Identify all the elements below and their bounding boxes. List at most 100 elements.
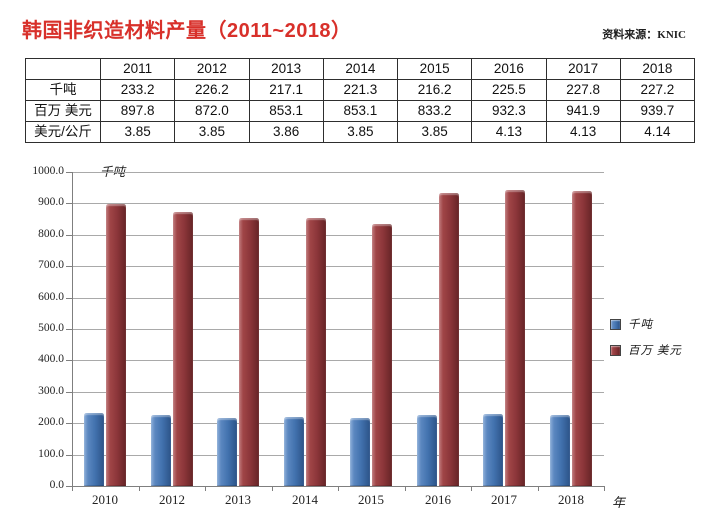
y-tick-label: 300.0 — [38, 385, 64, 397]
gridline — [73, 455, 604, 456]
table-row: 百万 美元 897.8 872.0 853.1 853.1 833.2 932.3 941.9… — [25, 100, 696, 122]
y-tick-label: 200.0 — [38, 416, 64, 428]
value-cell: 853.1 — [322, 100, 399, 122]
bar-百万 美元-2016 — [439, 193, 459, 486]
x-axis-unit-label: 年 — [612, 495, 626, 510]
y-tick — [66, 360, 72, 361]
value-cell: 4.13 — [471, 121, 547, 143]
y-tick-label: 700.0 — [38, 259, 64, 271]
year-header-cell: 2018 — [619, 58, 696, 80]
x-tick-label: 2016 — [425, 492, 451, 507]
value-cell: 3.85 — [174, 121, 250, 143]
y-tick-label: 500.0 — [38, 322, 64, 334]
bar-千吨-2017 — [483, 414, 503, 486]
bar-百万 美元-2015 — [372, 224, 392, 486]
y-tick — [66, 235, 72, 236]
value-cell: 217.1 — [248, 79, 324, 101]
gridline — [73, 203, 604, 204]
value-cell: 221.3 — [322, 79, 399, 101]
data-table: 2011 2012 2013 2014 2015 2016 2017 2018 千吨 233.2 2… — [25, 58, 696, 143]
bar-千吨-2012 — [151, 415, 171, 486]
value-cell: 833.2 — [396, 100, 473, 122]
x-tick — [338, 487, 339, 491]
x-tick — [272, 487, 273, 491]
year-header-cell: 2015 — [396, 58, 473, 80]
page-title: 韩国非织造材料产量（2011~2018） — [22, 20, 352, 42]
y-tick — [66, 329, 72, 330]
table-corner-cell — [25, 58, 101, 80]
value-cell: 872.0 — [174, 100, 250, 122]
y-tick — [66, 203, 72, 204]
y-tick-label: 800.0 — [38, 228, 64, 240]
gridline — [73, 172, 604, 173]
gridline — [73, 298, 604, 299]
y-tick-label: 1000.0 — [32, 165, 64, 177]
year-header-cell: 2017 — [545, 58, 621, 80]
bar-千吨-2013 — [217, 418, 237, 486]
value-cell: 853.1 — [248, 100, 324, 122]
year-header-cell: 2011 — [99, 58, 176, 80]
value-cell: 4.13 — [545, 121, 621, 143]
x-tick — [205, 487, 206, 491]
x-tick-label: 2012 — [159, 492, 185, 507]
y-tick — [66, 172, 72, 173]
y-tick — [66, 423, 72, 424]
x-tick — [604, 487, 605, 491]
legend-item-百万 美元: 百万 美元 — [610, 342, 682, 358]
gridline — [73, 266, 604, 267]
row-label-cell: 千吨 — [25, 79, 101, 101]
source-note: 资料来源：KNIC — [602, 29, 686, 41]
value-cell: 225.5 — [471, 79, 547, 101]
year-header-cell: 2014 — [322, 58, 399, 80]
legend-item-千吨: 千吨 — [610, 316, 682, 332]
bar-百万 美元-2017 — [505, 190, 525, 486]
legend-label: 百万 美元 — [628, 345, 682, 357]
value-cell: 226.2 — [174, 79, 250, 101]
value-cell: 233.2 — [99, 79, 176, 101]
table-head: 2011 2012 2013 2014 2015 2016 2017 2018 — [25, 58, 696, 80]
y-tick-label: 600.0 — [38, 291, 64, 303]
legend-swatch-icon — [610, 344, 621, 356]
y-tick-label: 0.0 — [49, 479, 64, 491]
value-cell: 3.86 — [248, 121, 324, 143]
value-cell: 897.8 — [99, 100, 176, 122]
x-tick-label: 2014 — [292, 492, 318, 507]
y-tick-label: 400.0 — [38, 353, 64, 365]
value-cell: 4.14 — [619, 121, 696, 143]
table-row: 千吨 233.2 226.2 217.1 221.3 216.2 225.5 227.8 227… — [25, 79, 696, 101]
x-axis-line — [66, 486, 605, 487]
bar-千吨-2014 — [284, 417, 304, 486]
value-cell: 932.3 — [471, 100, 547, 122]
table-row: 美元/公斤 3.85 3.85 3.86 3.85 3.85 4.13 4.13 4.14 — [25, 121, 696, 143]
gridline — [73, 235, 604, 236]
y-tick — [66, 392, 72, 393]
legend: 千吨 百万 美元 — [610, 316, 682, 368]
value-cell: 941.9 — [545, 100, 621, 122]
gridline — [73, 392, 604, 393]
x-tick-label: 2017 — [491, 492, 517, 507]
bar-千吨-2016 — [417, 415, 437, 486]
bar-千吨-2010 — [84, 413, 104, 486]
y-tick — [66, 486, 72, 487]
legend-label: 千吨 — [628, 319, 653, 331]
value-cell: 939.7 — [619, 100, 696, 122]
value-cell: 3.85 — [99, 121, 176, 143]
table-header-row: 2011 2012 2013 2014 2015 2016 2017 2018 — [25, 58, 696, 80]
x-tick-label: 2010 — [92, 492, 118, 507]
bar-百万 美元-2014 — [306, 218, 326, 486]
bar-百万 美元-2013 — [239, 218, 259, 486]
value-cell: 227.2 — [619, 79, 696, 101]
legend-swatch-icon — [610, 318, 621, 330]
row-label-cell: 百万 美元 — [25, 100, 101, 122]
bar-千吨-2018 — [550, 415, 570, 486]
x-tick — [72, 487, 73, 491]
value-cell: 3.85 — [396, 121, 473, 143]
bar-百万 美元-2018 — [572, 191, 592, 486]
bar-百万 美元-2012 — [173, 212, 193, 486]
row-label-cell: 美元/公斤 — [25, 121, 101, 143]
bar-千吨-2015 — [350, 418, 370, 486]
bar-百万 美元-2010 — [106, 204, 126, 486]
year-header-cell: 2016 — [471, 58, 547, 80]
year-header-cell: 2013 — [248, 58, 324, 80]
value-cell: 227.8 — [545, 79, 621, 101]
